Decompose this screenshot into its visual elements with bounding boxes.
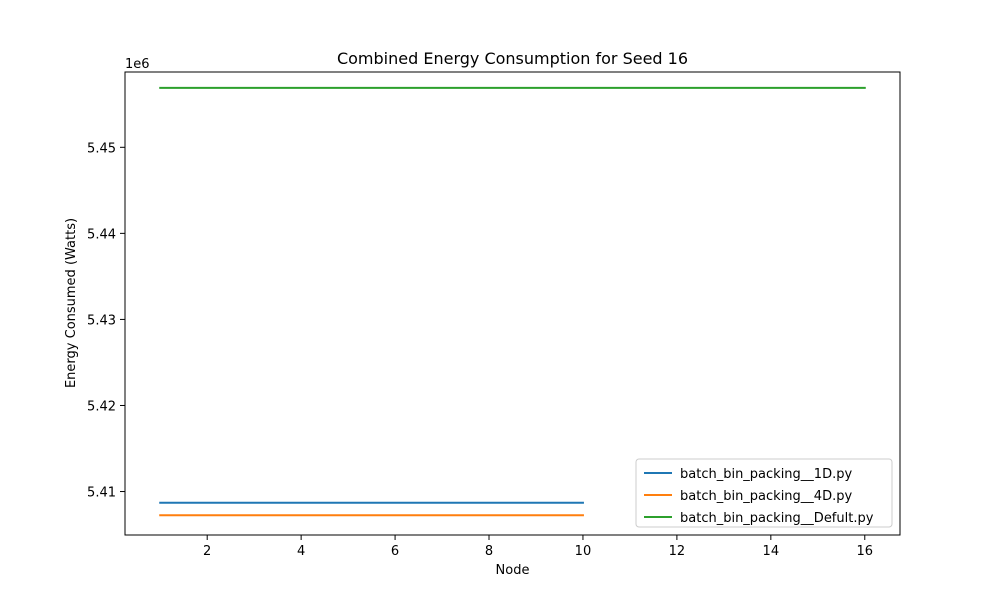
x-tick-label: 10 xyxy=(575,544,592,559)
legend-label-3: batch_bin_packing__Defult.py xyxy=(680,511,874,526)
legend-box xyxy=(635,458,893,528)
y-tick-label: 5.45 xyxy=(87,141,116,156)
x-tick-label: 12 xyxy=(669,544,686,559)
legend-label-1: batch_bin_packing__1D.py xyxy=(680,467,852,482)
x-tick-label: 6 xyxy=(391,544,399,559)
x-tick-label: 16 xyxy=(856,544,873,559)
chart-title: Combined Energy Consumption for Seed 16 xyxy=(337,49,688,68)
legend-label-2: batch_bin_packing__4D.py xyxy=(680,489,852,504)
y-tick-label: 5.41 xyxy=(87,486,116,501)
axes-frame xyxy=(124,71,901,536)
x-tick-label: 4 xyxy=(297,544,305,559)
x-axis-title: Node xyxy=(496,563,530,578)
y-axis-title: Energy Consumed (Watts) xyxy=(64,218,79,388)
plot-area: 2 4 6 8 10 12 14 16 5.41 5.42 5.43 5.44 5.45 batch_bi… xyxy=(87,71,901,559)
x-tick-label: 14 xyxy=(763,544,780,559)
y-tick-label: 5.44 xyxy=(87,227,116,242)
x-tick-label: 2 xyxy=(203,544,211,559)
y-offset-label: 1e6 xyxy=(125,57,150,72)
y-tick-label: 5.42 xyxy=(87,399,116,414)
x-tick-label: 8 xyxy=(485,544,493,559)
y-tick-label: 5.43 xyxy=(87,313,116,328)
